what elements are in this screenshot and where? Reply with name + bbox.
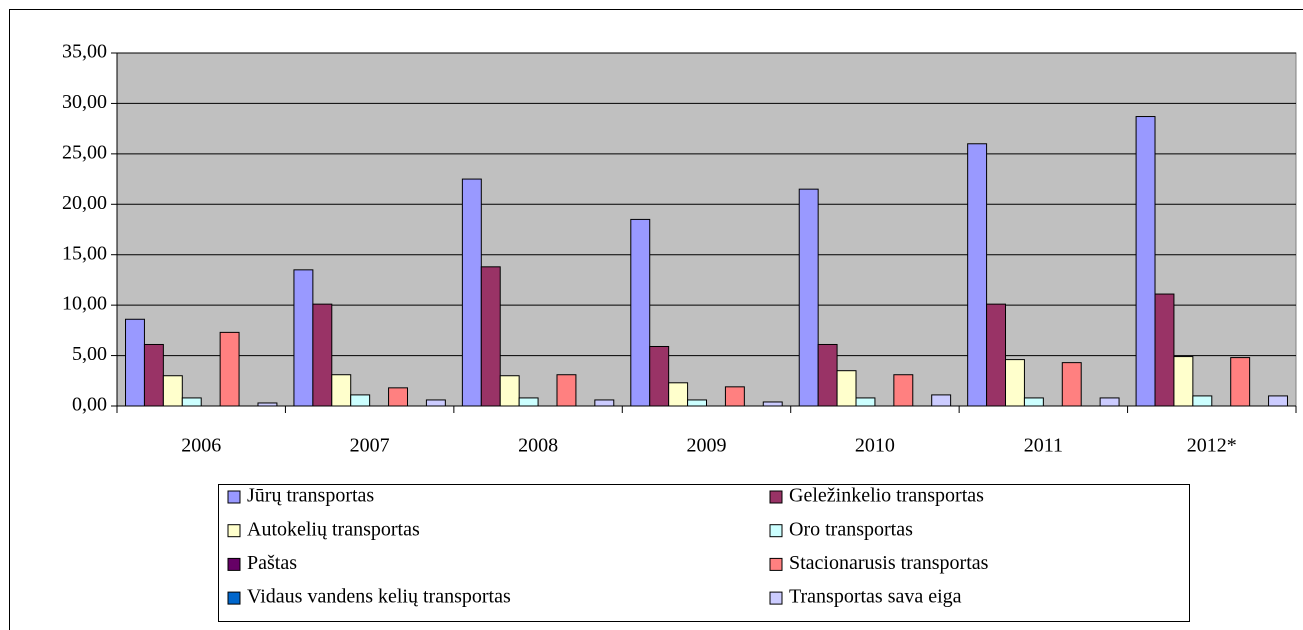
bar <box>1230 357 1251 407</box>
bar <box>817 343 838 407</box>
x-tick-label: 2009 <box>687 435 727 457</box>
bar <box>668 382 689 407</box>
bar <box>388 387 408 407</box>
y-tick-label: 5,00 <box>72 343 107 365</box>
legend-label: Paštas <box>247 552 297 574</box>
bar <box>986 303 1007 407</box>
bar <box>312 303 333 407</box>
bar <box>162 375 183 407</box>
bar <box>518 397 539 407</box>
y-tick-label: 0,00 <box>72 394 107 416</box>
x-tick-label: 2006 <box>181 435 221 457</box>
bar <box>836 370 857 407</box>
bar <box>893 374 914 407</box>
y-tick-label: 35,00 <box>62 41 107 63</box>
bar <box>181 397 202 407</box>
bar <box>724 386 745 407</box>
x-tick-label: 2011 <box>1024 435 1063 457</box>
legend-label: Jūrų transportas <box>247 485 374 507</box>
x-tick-label: 2007 <box>350 435 390 457</box>
bar <box>798 188 819 407</box>
x-tick-label: 2010 <box>855 435 895 457</box>
bar <box>1268 395 1288 407</box>
bar <box>1173 356 1194 407</box>
legend-swatch <box>769 490 783 504</box>
legend <box>218 484 1190 622</box>
legend-swatch <box>227 490 241 504</box>
bar <box>931 394 952 407</box>
bar <box>594 399 615 407</box>
legend-swatch <box>769 591 783 605</box>
bar <box>967 143 988 407</box>
bar <box>480 266 501 407</box>
bar <box>350 394 371 407</box>
bar <box>293 269 314 407</box>
legend-label: Autokelių transportas <box>247 518 420 540</box>
bar <box>499 375 520 407</box>
bar <box>1061 362 1082 407</box>
y-tick-label: 15,00 <box>62 242 107 264</box>
legend-swatch <box>227 557 241 571</box>
legend-swatch <box>227 591 241 605</box>
legend-swatch <box>227 524 241 538</box>
bar <box>630 218 651 407</box>
bar <box>1192 395 1213 407</box>
bar <box>556 374 577 407</box>
bar <box>143 343 164 407</box>
bar <box>855 397 876 407</box>
bar <box>1154 293 1175 407</box>
y-tick-label: 10,00 <box>62 293 107 315</box>
legend-label: Vidaus vandens kelių transportas <box>247 586 511 608</box>
y-tick-label: 30,00 <box>62 91 107 113</box>
x-tick-label: 2008 <box>518 435 558 457</box>
y-tick-label: 20,00 <box>62 192 107 214</box>
bar <box>125 318 145 407</box>
bar <box>1023 397 1044 407</box>
legend-swatch <box>769 557 783 571</box>
bar <box>425 399 446 407</box>
y-tick-label: 25,00 <box>62 141 107 163</box>
bar <box>649 345 670 407</box>
legend-swatch <box>769 524 783 538</box>
legend-label: Geležinkelio transportas <box>789 485 984 507</box>
x-tick-label: 2012* <box>1187 435 1237 457</box>
legend-label: Oro transportas <box>789 518 913 540</box>
bar <box>1135 116 1156 407</box>
bar <box>219 331 240 407</box>
legend-label: Stacionarusis transportas <box>789 552 989 574</box>
bar <box>1099 397 1120 407</box>
bar <box>762 401 783 407</box>
bar <box>331 374 352 407</box>
bar <box>1005 359 1025 407</box>
bar <box>461 178 482 407</box>
legend-label: Transportas sava eiga <box>789 586 962 608</box>
bar <box>687 399 707 407</box>
